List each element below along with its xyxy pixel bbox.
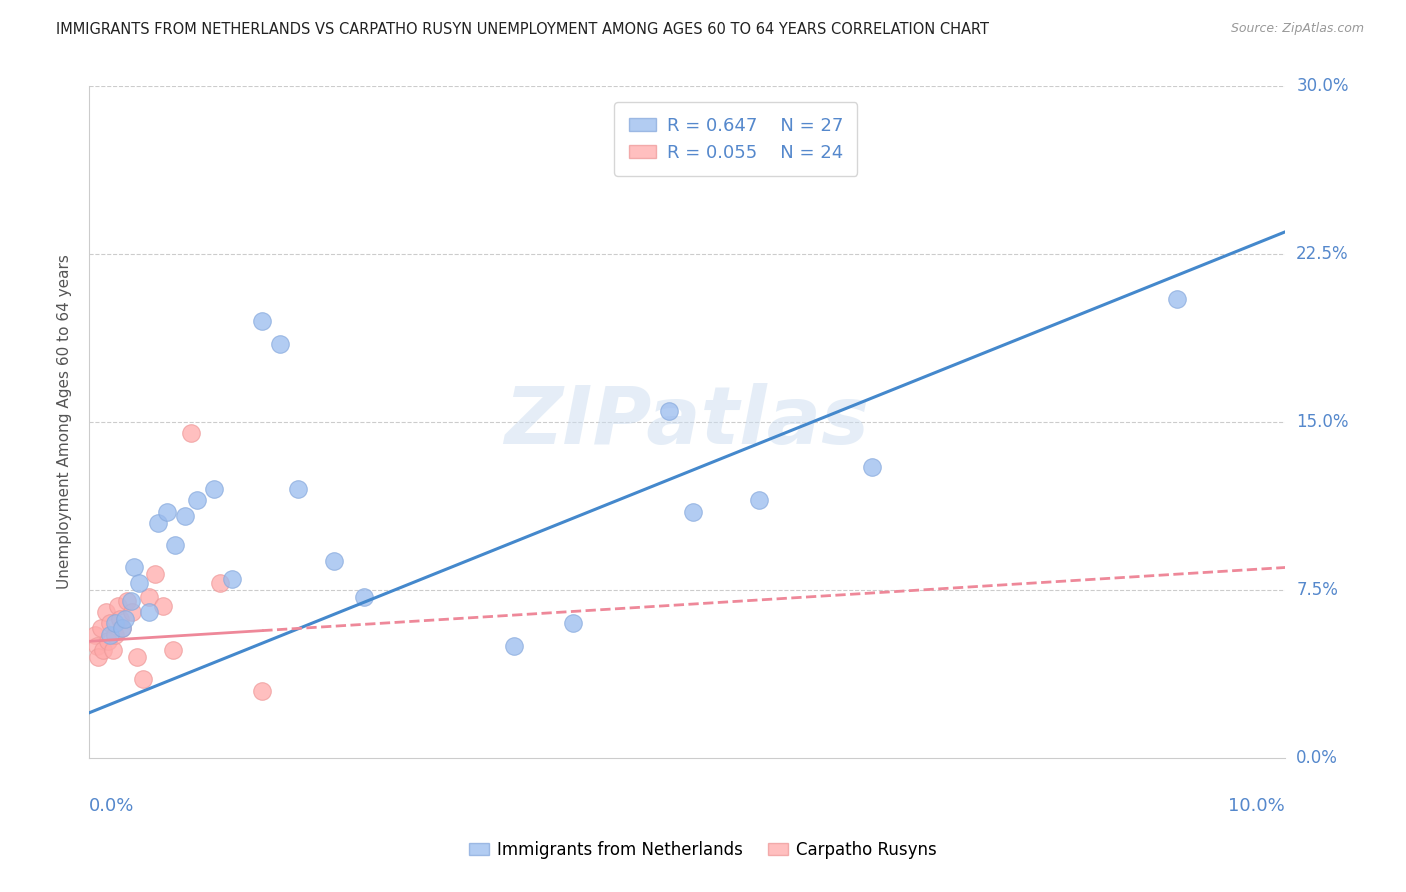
Point [131,673,153,687]
Point [107,599,129,613]
Text: 15.0%: 15.0% [1296,413,1348,431]
Point [115,594,138,608]
Point [353,590,375,604]
Point [148,516,170,530]
Text: 30.0%: 30.0% [1296,78,1348,95]
Text: 7.5%: 7.5% [1296,581,1339,599]
Point [204,482,226,496]
Point [100,627,122,641]
Y-axis label: Unemployment Among Ages 60 to 64 years: Unemployment Among Ages 60 to 64 years [58,254,72,590]
Point [111,621,134,635]
Point [97,634,120,648]
Point [173,509,195,524]
Point [152,599,174,613]
Point [186,493,208,508]
Point [114,612,136,626]
Point [87,650,110,665]
Point [1166,292,1188,306]
Point [163,538,186,552]
Point [252,314,274,328]
Point [101,643,124,657]
Point [125,650,148,665]
Text: IMMIGRANTS FROM NETHERLANDS VS CARPATHO RUSYN UNEMPLOYMENT AMONG AGES 60 TO 64 Y: IMMIGRANTS FROM NETHERLANDS VS CARPATHO … [56,22,990,37]
Text: 22.5%: 22.5% [1296,245,1348,263]
Point [221,572,243,586]
Point [143,567,166,582]
Point [682,504,704,518]
Text: ZIPatlas: ZIPatlas [505,383,869,461]
Point [83,627,105,641]
Point [128,576,150,591]
Text: 0.0%: 0.0% [89,797,134,814]
Point [748,493,770,508]
Text: Source: ZipAtlas.com: Source: ZipAtlas.com [1230,22,1364,36]
Point [100,616,122,631]
Point [180,426,202,441]
Point [502,639,524,653]
Point [252,683,274,698]
Point [104,616,127,631]
Point [90,621,112,635]
Text: 10.0%: 10.0% [1229,797,1285,814]
Legend: Immigrants from Netherlands, Carpatho Rusyns: Immigrants from Netherlands, Carpatho Ru… [463,835,943,866]
Point [138,590,160,604]
Point [108,612,131,626]
Point [155,504,177,518]
Point [120,594,142,608]
Point [91,643,114,657]
Legend: R = 0.647    N = 27, R = 0.055    N = 24: R = 0.647 N = 27, R = 0.055 N = 24 [614,103,858,176]
Point [209,576,232,591]
Point [111,621,134,635]
Point [658,404,681,418]
Point [94,605,117,619]
Point [121,605,143,619]
Point [323,554,346,568]
Point [860,459,883,474]
Point [104,627,127,641]
Point [269,336,291,351]
Point [86,639,108,653]
Point [287,482,309,496]
Text: 0.0%: 0.0% [1296,748,1339,766]
Point [124,560,146,574]
Point [138,605,160,619]
Point [162,643,184,657]
Point [562,616,585,631]
